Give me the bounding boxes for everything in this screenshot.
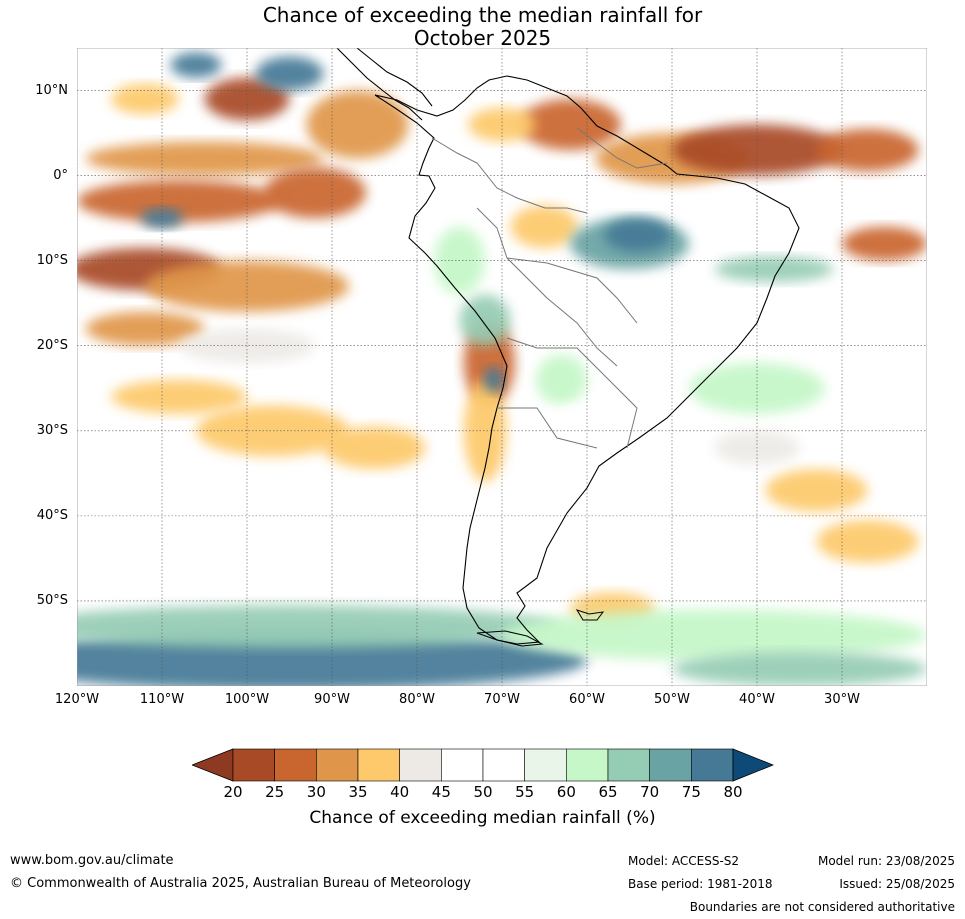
probability-region-3 <box>85 141 324 176</box>
probability-region-20 <box>842 226 927 261</box>
colorbar-segment <box>607 748 650 782</box>
colorbar-segment <box>441 748 484 782</box>
probability-region-19 <box>510 205 579 248</box>
website-link[interactable]: www.bom.gov.au/climate <box>10 853 174 868</box>
probability-region-26 <box>255 56 324 91</box>
colorbar-segment <box>649 748 692 782</box>
lat-label: 40°S <box>36 507 68 523</box>
colorbar-tick-label: 80 <box>723 783 743 801</box>
probability-region-38 <box>77 605 562 648</box>
colorbar-tick-label: 65 <box>598 783 618 801</box>
lon-label: 50°W <box>654 692 690 707</box>
lon-label: 110°W <box>139 692 185 707</box>
lon-label: 30°W <box>824 692 860 707</box>
probability-region-28 <box>140 207 184 229</box>
issued-text: Issued: 25/08/2025 <box>839 877 955 891</box>
probability-region-5 <box>264 167 366 219</box>
lat-label: 10°S <box>36 252 68 268</box>
probability-region-11 <box>323 426 426 470</box>
colorbar-tick-label: 45 <box>431 783 451 801</box>
model-run-text: Model run: 23/08/2025 <box>817 854 955 868</box>
probability-region-21 <box>765 469 868 512</box>
south-america-coastline <box>374 75 800 645</box>
lat-label: 50°S <box>36 592 68 608</box>
title-line-1: Chance of exceeding the median rainfall … <box>262 3 703 27</box>
title-line-2: October 2025 <box>413 26 552 50</box>
colorbar-tick-label: 55 <box>515 783 535 801</box>
colorbar-segment <box>691 748 734 782</box>
colorbar-segment <box>316 748 359 782</box>
rainfall-map <box>77 48 927 686</box>
lon-label: 60°W <box>569 692 605 707</box>
probability-region-9 <box>111 379 247 414</box>
probability-region-18 <box>816 128 919 172</box>
colorbar-segment <box>399 748 442 782</box>
colorbar-tick-label: 40 <box>390 783 410 801</box>
map-title: Chance of exceeding the median rainfall … <box>0 4 965 50</box>
country-borders <box>431 127 668 449</box>
lat-label: 0° <box>53 167 68 183</box>
central-america-coastline <box>336 48 433 121</box>
probability-region-10 <box>196 405 349 457</box>
lat-label: 30°S <box>36 422 68 438</box>
probability-region-2 <box>111 83 179 115</box>
lat-label: 10°N <box>35 82 68 98</box>
lon-label: 70°W <box>484 692 520 707</box>
colorbar-segment <box>274 748 317 782</box>
colorbar-tick-label: 70 <box>640 783 660 801</box>
colorbar-segment <box>357 748 400 782</box>
colorbar-segment <box>232 748 275 782</box>
graticule <box>77 48 927 686</box>
probability-region-32 <box>483 367 504 393</box>
colorbar-tick-label: 60 <box>556 783 576 801</box>
probability-region-22 <box>816 520 919 563</box>
colorbar-tick-label: 25 <box>265 783 285 801</box>
tierra-del-fuego <box>476 630 544 647</box>
lon-label: 80°W <box>399 692 435 707</box>
colorbar-tick-label: 75 <box>681 783 701 801</box>
colorbar-tick-label: 35 <box>348 783 368 801</box>
lon-label: 90°W <box>314 692 350 707</box>
colorbar-tick-label: 20 <box>223 783 243 801</box>
probability-region-40 <box>672 651 927 686</box>
probability-region-0 <box>204 77 290 121</box>
colorbar-below-arrow <box>192 748 234 782</box>
colorbar-tick-label: 50 <box>473 783 493 801</box>
coastlines <box>336 48 800 647</box>
probability-region-33 <box>714 256 834 282</box>
probability-region-39 <box>502 609 927 661</box>
probability-region-27 <box>170 52 222 78</box>
colorbar-above-arrow <box>732 748 774 782</box>
colorbar-segment <box>482 748 525 782</box>
colorbar-segment <box>524 748 567 782</box>
lon-label: 120°W <box>54 692 100 707</box>
probability-region-14 <box>463 379 507 482</box>
colorbar-label: Chance of exceeding median rainfall (%) <box>309 808 656 828</box>
colorbar <box>192 748 774 782</box>
lon-label: 40°W <box>739 692 775 707</box>
colorbar-tick-label: 30 <box>306 783 326 801</box>
colorbar-segment <box>566 748 609 782</box>
lat-label: 20°S <box>36 337 68 353</box>
probability-region-34 <box>536 354 587 406</box>
falkland-islands <box>575 609 605 621</box>
probability-region-1 <box>306 90 409 159</box>
model-text: Model: ACCESS-S2 <box>628 854 740 868</box>
probability-region-4 <box>77 179 281 223</box>
disclaimer-text: Boundaries are not considered authoritat… <box>689 900 955 914</box>
copyright-text: © Commonwealth of Australia 2025, Austra… <box>10 876 471 891</box>
probability-region-15 <box>519 99 621 151</box>
base-period-text: Base period: 1981-2018 <box>628 877 773 891</box>
probability-region-30 <box>604 218 672 253</box>
probability-region-25 <box>468 107 536 142</box>
probability-region-8 <box>85 311 205 346</box>
probability-region-42 <box>306 532 443 584</box>
lon-label: 100°W <box>224 692 270 707</box>
